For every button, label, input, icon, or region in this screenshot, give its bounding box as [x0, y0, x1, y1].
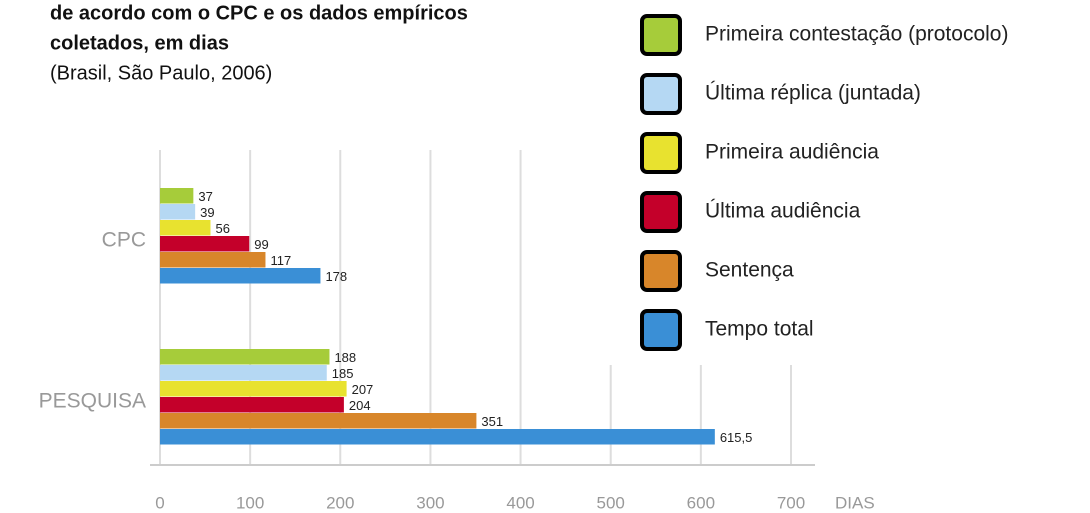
legend-swatch — [640, 14, 682, 56]
category-label: PESQUISA — [39, 390, 146, 413]
data-label: 56 — [215, 221, 229, 236]
bar — [160, 188, 194, 204]
legend-swatch — [640, 132, 682, 174]
data-label: 178 — [325, 269, 347, 284]
data-label: 204 — [349, 398, 371, 413]
bar — [160, 252, 266, 268]
chart-title: de acordo com o CPC e os dados empíricos — [50, 2, 468, 24]
x-tick-label: 0 — [155, 493, 164, 512]
legend-label: Última réplica (juntada) — [705, 82, 921, 105]
bar — [160, 413, 477, 429]
bar — [160, 429, 715, 445]
legend-background — [600, 0, 1090, 365]
bar — [160, 268, 321, 284]
legend-swatch — [640, 250, 682, 292]
x-tick-label: 600 — [687, 493, 715, 512]
x-tick-label: 700 — [777, 493, 805, 512]
bar — [160, 397, 344, 413]
legend-label: Tempo total — [705, 318, 814, 341]
legend-swatch — [640, 73, 682, 115]
x-axis-label: DIAS — [835, 493, 875, 512]
legend-swatch — [640, 309, 682, 351]
data-label: 117 — [270, 253, 291, 268]
legend-label: Sentença — [705, 259, 794, 282]
x-tick-label: 100 — [236, 493, 264, 512]
data-label: 207 — [352, 382, 374, 397]
legend-label: Primeira audiência — [705, 141, 879, 164]
data-label: 99 — [254, 237, 268, 252]
legend-swatch — [640, 191, 682, 233]
x-tick-label: 400 — [506, 493, 534, 512]
data-label: 39 — [200, 205, 214, 220]
legend-label: Primeira contestação (protocolo) — [705, 23, 1008, 46]
data-label: 37 — [198, 189, 212, 204]
bar — [160, 349, 330, 365]
bar — [160, 381, 347, 397]
legend-label: Última audiência — [705, 200, 861, 223]
bar — [160, 204, 196, 220]
data-label: 185 — [332, 366, 354, 381]
chart-title: coletados, em dias — [50, 32, 229, 54]
bar — [160, 236, 250, 252]
x-tick-label: 300 — [416, 493, 444, 512]
x-tick-label: 500 — [597, 493, 625, 512]
data-label: 615,5 — [720, 430, 753, 445]
bar — [160, 220, 211, 236]
x-tick-label: 200 — [326, 493, 354, 512]
category-label: CPC — [102, 229, 146, 252]
chart-subtitle: (Brasil, São Paulo, 2006) — [50, 62, 272, 84]
data-label: 188 — [334, 350, 356, 365]
bar — [160, 365, 327, 381]
data-label: 351 — [481, 414, 503, 429]
